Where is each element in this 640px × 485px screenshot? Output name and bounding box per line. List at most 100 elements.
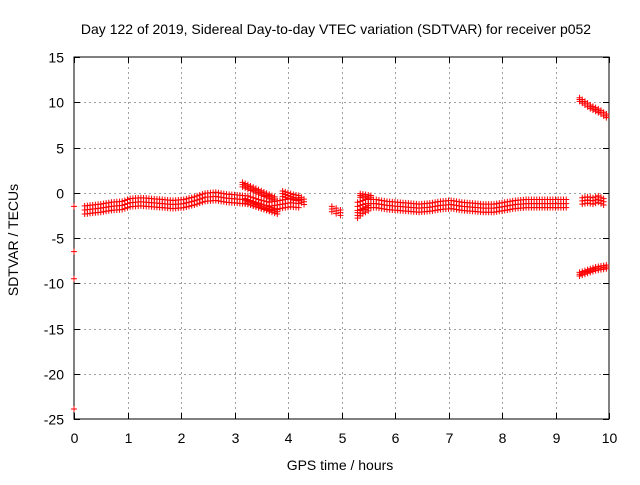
data-point	[121, 205, 128, 212]
x-tick-label: 10	[602, 430, 618, 446]
data-point	[255, 191, 262, 198]
data-point	[196, 200, 203, 207]
data-series-arc-3to4	[239, 179, 278, 205]
data-point	[199, 199, 206, 206]
data-point	[563, 204, 570, 211]
data-point	[581, 271, 588, 278]
data-point	[250, 202, 257, 209]
data-point	[301, 201, 308, 208]
x-tick-label: 5	[339, 430, 347, 446]
data-point	[247, 201, 254, 208]
data-point	[266, 195, 273, 202]
y-tick-label: -10	[44, 276, 64, 292]
data-point	[124, 204, 131, 211]
data-point	[252, 189, 259, 196]
y-tick-label: 0	[56, 186, 64, 202]
y-tick-label: -20	[44, 367, 64, 383]
data-point	[252, 203, 259, 210]
x-tick-label: 1	[125, 430, 133, 446]
data-point	[194, 201, 201, 208]
data-point	[587, 269, 594, 276]
data-point	[188, 202, 195, 209]
data-point	[333, 210, 340, 217]
data-point	[576, 273, 583, 280]
data-point	[71, 248, 77, 255]
data-point	[589, 268, 596, 275]
data-point	[295, 204, 302, 211]
data-points	[71, 94, 610, 413]
data-series-right-low	[576, 262, 610, 280]
x-tick-label: 7	[446, 430, 454, 446]
data-point	[71, 203, 77, 210]
data-point	[258, 205, 265, 212]
data-point	[247, 187, 254, 194]
data-point	[244, 201, 251, 208]
x-tick-label: 6	[392, 430, 400, 446]
x-tick-label: 8	[499, 430, 507, 446]
x-axis-label: GPS time / hours	[287, 457, 394, 473]
data-series-tail-5.5	[357, 190, 374, 203]
data-point	[359, 210, 366, 217]
data-point	[255, 204, 262, 211]
y-tick-label: -25	[44, 412, 64, 428]
data-point	[274, 211, 281, 218]
data-point	[365, 207, 372, 214]
data-point	[589, 201, 596, 208]
x-tick-label: 0	[71, 430, 79, 446]
data-point	[180, 204, 187, 211]
y-axis-label: SDTVAR / TECUs	[5, 184, 21, 296]
x-tick-label: 3	[232, 430, 240, 446]
data-point	[584, 270, 591, 277]
y-tick-label: -5	[52, 231, 65, 247]
data-point	[603, 265, 610, 272]
data-point	[367, 196, 374, 203]
x-tick-label: 9	[553, 430, 561, 446]
data-point	[337, 212, 344, 219]
data-point	[71, 275, 77, 282]
data-series-tail-5.3	[354, 202, 372, 222]
y-tick-label: -15	[44, 322, 64, 338]
x-tick-label: 2	[178, 430, 186, 446]
data-point	[260, 193, 267, 200]
data-point	[603, 114, 610, 121]
data-point	[271, 198, 278, 205]
data-point	[183, 204, 190, 211]
data-point	[328, 208, 335, 215]
data-series-right-mid	[579, 192, 607, 208]
data-point	[592, 200, 599, 207]
data-point	[263, 207, 270, 214]
data-point	[191, 201, 198, 208]
data-point	[239, 183, 246, 190]
data-point	[244, 186, 251, 193]
data-point	[242, 185, 249, 192]
data-point	[186, 203, 193, 210]
data-series-right-high	[576, 94, 610, 121]
data-point	[71, 406, 77, 413]
y-tick-label: 5	[56, 141, 64, 157]
data-point	[268, 197, 275, 204]
data-point	[242, 200, 249, 207]
data-point	[258, 192, 265, 199]
data-point	[260, 206, 267, 213]
data-point	[263, 194, 270, 201]
data-point	[579, 272, 586, 279]
data-series-arc-lower-3to4	[242, 195, 281, 218]
data-series-edge-markers	[71, 203, 77, 413]
data-series-dot-4.8	[328, 203, 344, 219]
data-point	[268, 209, 275, 216]
data-series-main-band-2	[354, 196, 570, 216]
data-point	[250, 188, 257, 195]
data-point	[119, 206, 126, 213]
data-point	[266, 208, 273, 215]
chart-title: Day 122 of 2019, Sidereal Day-to-day VTE…	[81, 21, 591, 37]
y-tick-label: 15	[48, 50, 64, 66]
data-series-piece-4	[279, 187, 308, 208]
axis-ticks	[74, 57, 610, 420]
axis-tick-labels: 0 1 2 3 4 5 6 7 8 9 10 -25 -20 -15 -10 -5 0 5 10 15	[44, 50, 618, 447]
data-point	[600, 201, 607, 208]
y-tick-label: 10	[48, 95, 64, 111]
grid-lines	[74, 57, 609, 419]
